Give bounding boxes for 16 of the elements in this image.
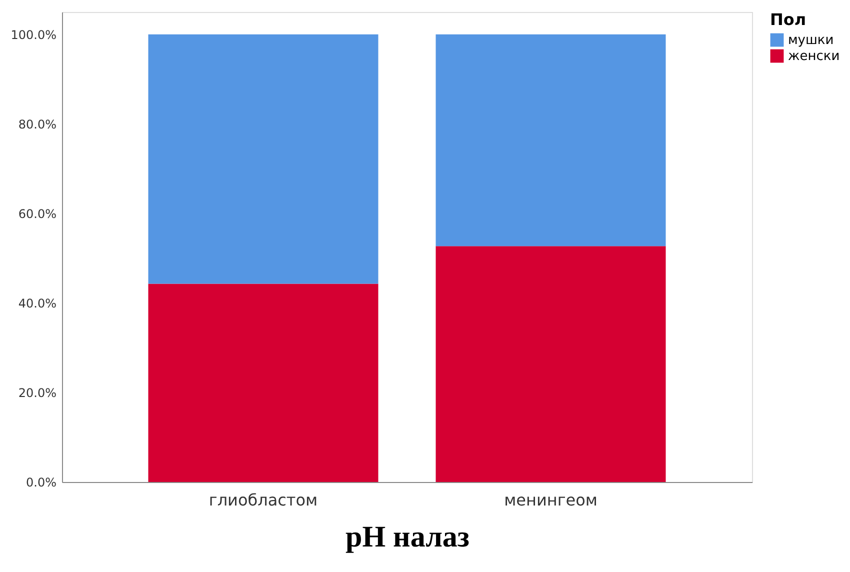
bar	[436, 246, 666, 482]
y-tick-label: 60.0%	[18, 206, 56, 221]
legend-label: женски	[788, 49, 840, 64]
y-tick-label: 40.0%	[18, 296, 56, 310]
bar	[436, 34, 666, 246]
y-tick-label: 0.0%	[26, 476, 56, 490]
y-tick-label: 80.0%	[18, 117, 56, 132]
y-tick-label: 20.0%	[18, 386, 56, 400]
legend-title: Пол	[770, 10, 806, 29]
y-tick-label: 100.0%	[10, 28, 56, 42]
bar	[148, 284, 378, 482]
bar	[148, 34, 378, 284]
x-tick-label: глиобластом	[208, 490, 318, 510]
legend-label: мушки	[788, 33, 834, 48]
x-tick-label: менингеом	[504, 490, 598, 510]
x-axis-title: pH налаз	[346, 520, 470, 554]
